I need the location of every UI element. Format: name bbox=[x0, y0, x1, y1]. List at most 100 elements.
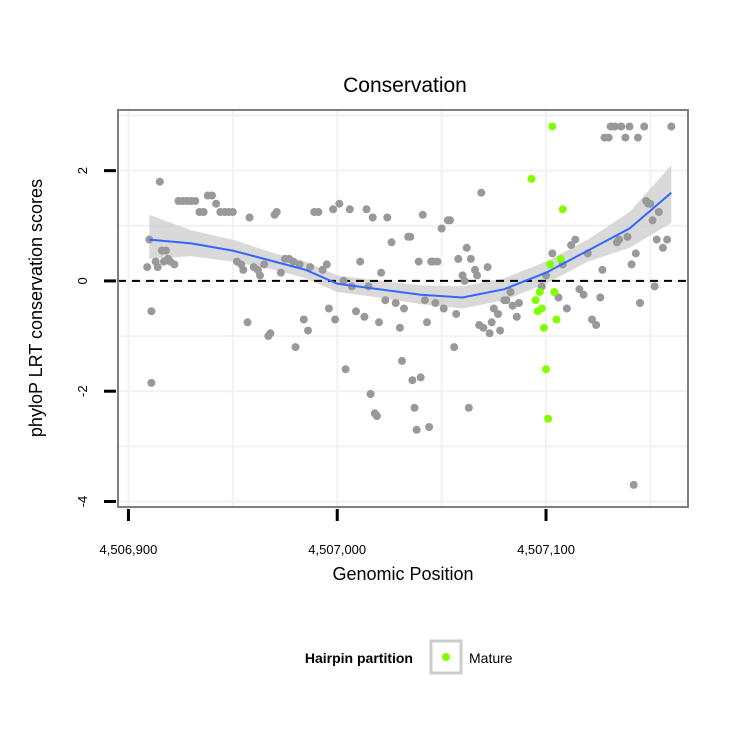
data-point-mature bbox=[550, 288, 559, 296]
data-point bbox=[410, 403, 419, 412]
data-point-mature bbox=[542, 365, 550, 374]
data-point bbox=[324, 304, 333, 313]
data-point bbox=[416, 373, 425, 382]
data-point bbox=[291, 343, 300, 352]
data-point bbox=[437, 224, 446, 233]
data-point-mature bbox=[544, 414, 553, 423]
confidence-ribbon-group bbox=[149, 165, 672, 309]
data-point bbox=[314, 208, 323, 216]
data-point bbox=[364, 282, 373, 291]
data-point bbox=[667, 122, 676, 131]
y-axis-title: phyloP LRT conservation scores bbox=[26, 179, 46, 437]
data-point bbox=[466, 254, 475, 263]
data-point bbox=[454, 254, 463, 263]
data-point bbox=[598, 265, 607, 274]
data-point bbox=[625, 122, 634, 131]
series-mature-points bbox=[527, 122, 567, 423]
data-point bbox=[266, 329, 275, 338]
y-tick-label: -4 bbox=[75, 496, 90, 508]
data-point bbox=[408, 376, 417, 385]
data-point bbox=[496, 326, 505, 335]
data-point bbox=[604, 133, 613, 142]
data-point bbox=[640, 122, 649, 131]
data-point bbox=[610, 122, 619, 131]
data-point-mature bbox=[546, 260, 555, 269]
data-point bbox=[212, 199, 221, 208]
data-point bbox=[588, 315, 596, 324]
data-point bbox=[356, 257, 365, 266]
data-point bbox=[345, 205, 354, 214]
data-point bbox=[460, 276, 469, 285]
legend-title: Hairpin partition bbox=[305, 650, 413, 666]
data-point bbox=[299, 315, 308, 324]
data-point bbox=[512, 312, 521, 321]
data-point-mature bbox=[531, 296, 540, 305]
data-point bbox=[425, 423, 434, 431]
data-point bbox=[418, 210, 427, 219]
data-point bbox=[208, 191, 216, 200]
data-point bbox=[199, 208, 208, 216]
y-tick-label: -2 bbox=[75, 385, 90, 397]
data-point bbox=[631, 249, 640, 258]
y-tick-label: 2 bbox=[75, 167, 90, 174]
data-point bbox=[377, 268, 386, 277]
data-point bbox=[663, 235, 672, 244]
data-point bbox=[623, 232, 632, 241]
data-point bbox=[170, 260, 179, 269]
data-point bbox=[654, 208, 663, 216]
data-point bbox=[372, 412, 381, 420]
data-point bbox=[322, 260, 331, 269]
data-point bbox=[571, 235, 580, 244]
data-point bbox=[627, 260, 636, 269]
data-point bbox=[658, 243, 667, 252]
x-tick-label: 4,507,100 bbox=[517, 542, 575, 557]
data-point bbox=[615, 235, 624, 244]
data-point bbox=[260, 260, 269, 269]
points-group bbox=[143, 122, 676, 489]
data-point bbox=[650, 282, 659, 291]
data-point-mature bbox=[556, 254, 565, 263]
data-point bbox=[412, 425, 421, 434]
data-point bbox=[147, 378, 156, 387]
data-point bbox=[506, 288, 515, 296]
data-point bbox=[483, 263, 492, 272]
x-axis-title: Genomic Position bbox=[332, 564, 473, 584]
data-point bbox=[256, 271, 264, 280]
data-point bbox=[423, 318, 431, 327]
data-point bbox=[153, 263, 162, 272]
data-point-mature bbox=[548, 122, 557, 131]
x-tick-label: 4,506,900 bbox=[100, 542, 158, 557]
data-point bbox=[352, 307, 360, 316]
data-point bbox=[433, 257, 442, 266]
data-point bbox=[383, 213, 392, 222]
data-point bbox=[633, 133, 642, 142]
data-point bbox=[381, 296, 390, 305]
series-all-points bbox=[143, 122, 676, 489]
data-point-mature bbox=[539, 323, 548, 332]
data-point bbox=[514, 299, 523, 307]
data-point bbox=[331, 315, 340, 324]
legend-label-mature: Mature bbox=[469, 650, 513, 666]
data-point bbox=[621, 133, 630, 142]
data-point bbox=[395, 323, 404, 332]
data-point bbox=[341, 365, 350, 374]
data-point bbox=[439, 304, 448, 313]
data-point bbox=[487, 318, 496, 327]
data-point bbox=[245, 213, 254, 222]
data-point bbox=[502, 296, 511, 305]
data-point bbox=[295, 260, 304, 269]
data-point bbox=[477, 188, 486, 197]
data-point bbox=[489, 304, 498, 313]
data-point bbox=[329, 205, 338, 214]
plot-border bbox=[117, 109, 689, 508]
data-point bbox=[648, 216, 657, 225]
data-point bbox=[617, 122, 626, 131]
data-point bbox=[366, 390, 375, 398]
data-point bbox=[375, 318, 383, 327]
data-point bbox=[400, 304, 408, 313]
data-point bbox=[239, 265, 248, 274]
data-point bbox=[162, 246, 170, 255]
data-point bbox=[596, 293, 605, 302]
smooth-line bbox=[149, 191, 672, 299]
